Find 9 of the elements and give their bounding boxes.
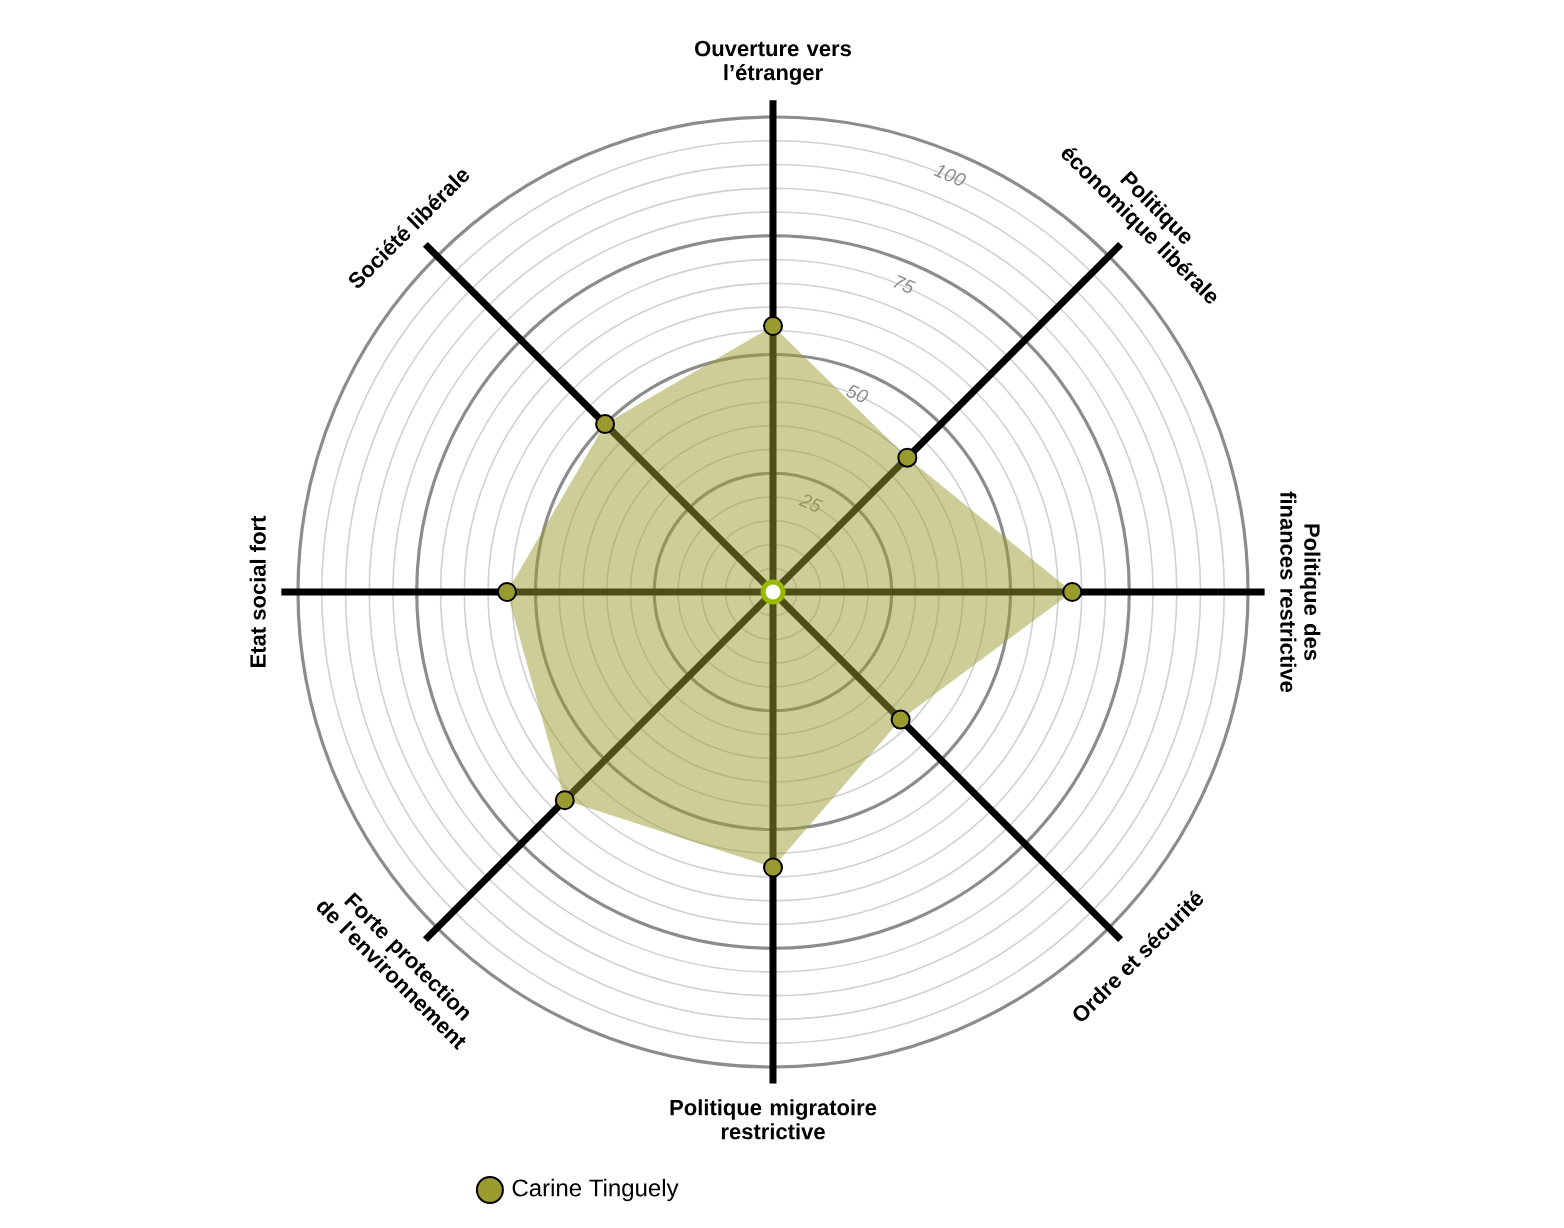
spoke-label: Etat social fort [249,515,266,667]
spoke-label: Politique migratoire restrictive [670,1099,877,1140]
spoke-label: Ouverture vers l’étranger [695,40,851,85]
legend-label: Carine Tinguely [512,1178,679,1202]
y-tick-label: 50 [846,384,869,402]
spoke-label: Politique des finances restrictive [1280,491,1321,693]
y-tick-label: 100 [933,165,966,186]
y-tick-label: 75 [893,274,916,293]
y-tick-label: 25 [798,494,824,512]
